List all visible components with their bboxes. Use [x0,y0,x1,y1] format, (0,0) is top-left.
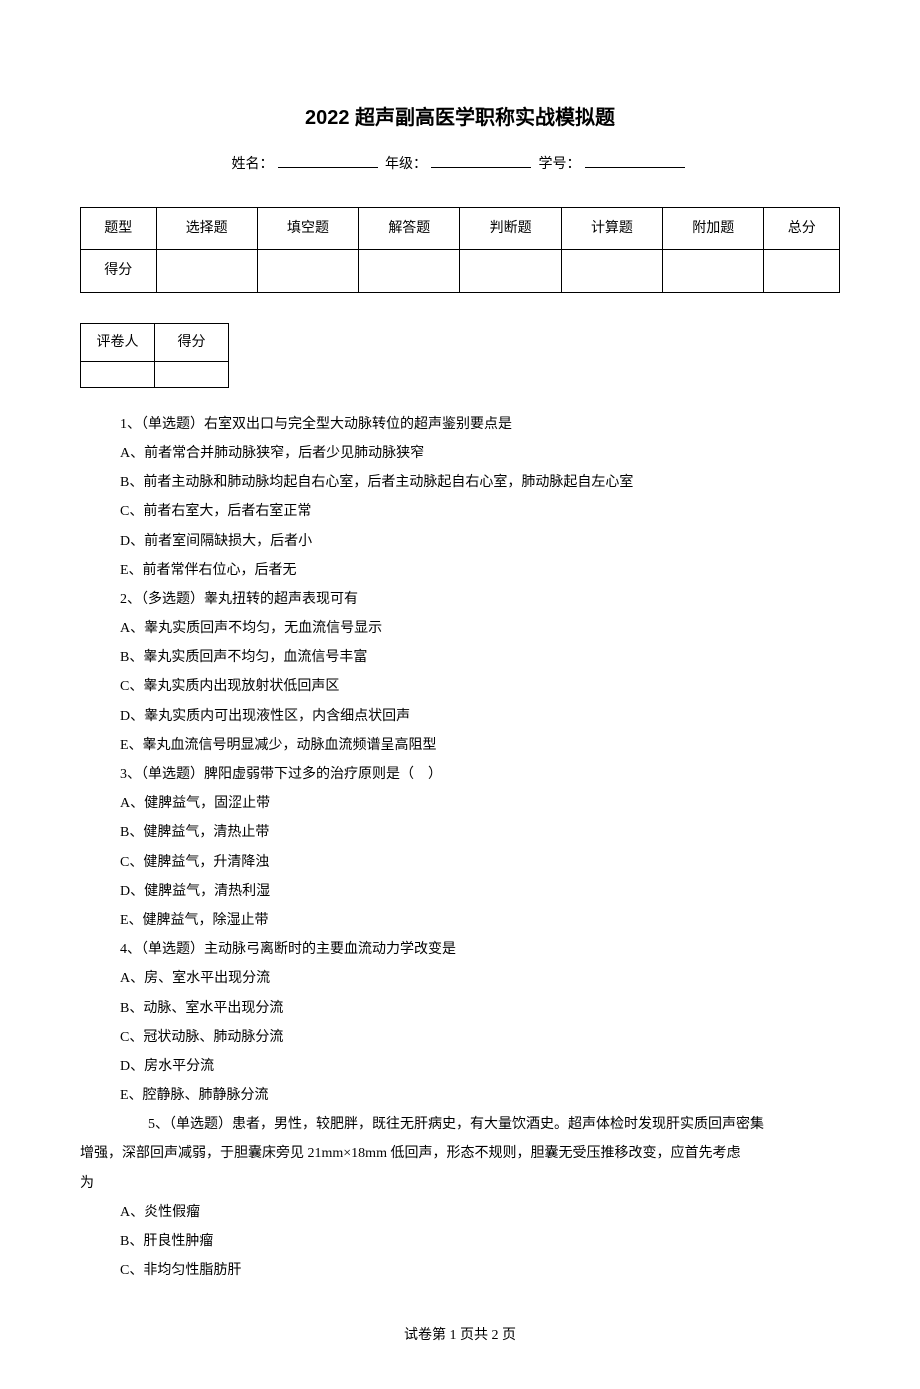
question-prompt-cont: 增强，深部回声减弱，于胆囊床旁见 21mm×18mm 低回声，形态不规则，胆囊无… [80,1141,840,1166]
score-cell [764,250,840,292]
score-header-cell: 计算题 [561,208,662,250]
question-option: A、前者常合并肺动脉狭窄，后者少见肺动脉狭窄 [120,441,840,466]
question-option: E、睾丸血流信号明显减少，动脉血流频谱呈高阻型 [120,733,840,758]
score-header-cell: 总分 [764,208,840,250]
case-question-wrap: 5、（单选题）患者，男性，较肥胖，既往无肝病史，有大量饮酒史。超声体检时发现肝实… [80,1112,840,1196]
question-option: D、前者室间隔缺损大，后者小 [120,529,840,554]
name-blank [278,167,378,168]
score-cell [460,250,561,292]
grade-label: 年级： [385,157,427,172]
table-row: 得分 [81,250,840,292]
score-cell [663,250,764,292]
review-header-cell: 得分 [155,323,229,361]
id-blank [585,167,685,168]
question-option: E、前者常伴右位心，后者无 [120,558,840,583]
score-header-cell: 题型 [81,208,157,250]
questions-container: 1、（单选题）右室双出口与完全型大动脉转位的超声鉴别要点是 A、前者常合并肺动脉… [80,412,840,1284]
question-prompt: 1、（单选题）右室双出口与完全型大动脉转位的超声鉴别要点是 [120,412,840,437]
question-option: C、非均匀性脂肪肝 [120,1258,840,1283]
score-table: 题型 选择题 填空题 解答题 判断题 计算题 附加题 总分 得分 [80,207,840,292]
page-footer: 试卷第 1 页共 2 页 [80,1323,840,1348]
question-prompt: 5、（单选题）患者，男性，较肥胖，既往无肝病史，有大量饮酒史。超声体检时发现肝实… [80,1112,840,1137]
review-cell [155,361,229,387]
score-header-cell: 解答题 [359,208,460,250]
question-option: D、睾丸实质内可出现液性区，内含细点状回声 [120,704,840,729]
question-option: C、冠状动脉、肺动脉分流 [120,1025,840,1050]
name-label: 姓名： [232,157,274,172]
page-title: 2022 超声副高医学职称实战模拟题 [80,100,840,136]
question-option: C、睾丸实质内出现放射状低回声区 [120,674,840,699]
score-header-cell: 选择题 [156,208,257,250]
question-prompt-cont: 为 [80,1171,840,1196]
question-option: D、健脾益气，清热利湿 [120,879,840,904]
question-option: D、房水平分流 [120,1054,840,1079]
table-row: 题型 选择题 填空题 解答题 判断题 计算题 附加题 总分 [81,208,840,250]
question-option: A、健脾益气，固涩止带 [120,791,840,816]
question-prompt: 4、（单选题）主动脉弓离断时的主要血流动力学改变是 [120,937,840,962]
review-header-cell: 评卷人 [81,323,155,361]
score-cell [257,250,358,292]
student-info-line: 姓名： 年级： 学号： [80,152,840,177]
question-option: C、前者右室大，后者右室正常 [120,499,840,524]
score-header-cell: 附加题 [663,208,764,250]
question-option: B、前者主动脉和肺动脉均起自右心室，后者主动脉起自右心室，肺动脉起自左心室 [120,470,840,495]
question-option: A、炎性假瘤 [120,1200,840,1225]
grade-blank [431,167,531,168]
question-option: B、肝良性肿瘤 [120,1229,840,1254]
question-option: A、房、室水平出现分流 [120,966,840,991]
question-option: B、健脾益气，清热止带 [120,820,840,845]
score-header-cell: 判断题 [460,208,561,250]
table-row: 评卷人 得分 [81,323,229,361]
score-cell [561,250,662,292]
score-cell [359,250,460,292]
question-option: E、健脾益气，除湿止带 [120,908,840,933]
table-row [81,361,229,387]
score-header-cell: 填空题 [257,208,358,250]
review-table: 评卷人 得分 [80,323,229,388]
question-option: B、睾丸实质回声不均匀，血流信号丰富 [120,645,840,670]
id-label: 学号： [539,157,581,172]
question-prompt: 3、（单选题）脾阳虚弱带下过多的治疗原则是（ ） [120,762,840,787]
question-option: A、睾丸实质回声不均匀，无血流信号显示 [120,616,840,641]
question-prompt: 2、（多选题）睾丸扭转的超声表现可有 [120,587,840,612]
review-cell [81,361,155,387]
question-option: B、动脉、室水平出现分流 [120,996,840,1021]
score-row-label: 得分 [81,250,157,292]
score-cell [156,250,257,292]
question-option: E、腔静脉、肺静脉分流 [120,1083,840,1108]
question-option: C、健脾益气，升清降浊 [120,850,840,875]
